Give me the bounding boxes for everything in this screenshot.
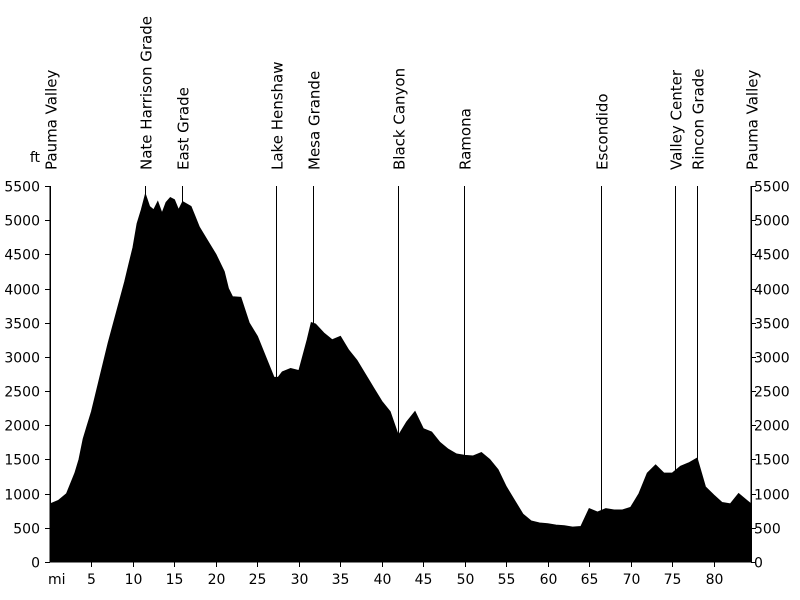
- x-tick-label: 40: [374, 572, 392, 588]
- y-tick-label-right: 2500: [754, 385, 790, 401]
- waypoint-label-5: Black Canyon: [391, 68, 409, 170]
- y-tick-label-right: 0: [754, 556, 763, 572]
- x-tick-label: 50: [457, 572, 475, 588]
- x-tick-label: 25: [249, 572, 267, 588]
- waypoint-label-2: East Grade: [175, 87, 193, 170]
- waypoint-label-0: Pauma Valley: [43, 70, 61, 170]
- axis-layer: ft mi: [30, 150, 752, 588]
- elevation-area: [49, 192, 752, 563]
- y-tick-label-right: 500: [754, 522, 781, 538]
- y-tick-label-right: 1000: [754, 488, 790, 504]
- x-tick-label: 55: [498, 572, 516, 588]
- x-tick-label: 45: [415, 572, 433, 588]
- y-tick-label-left: 5500: [4, 180, 40, 196]
- y-tick-label-right: 4000: [754, 283, 790, 299]
- y-tick-label-left: 2000: [4, 419, 40, 435]
- x-tick-label: 5: [87, 572, 96, 588]
- y-tick-label-left: 500: [13, 522, 40, 538]
- y-tick-label-right: 3000: [754, 351, 790, 367]
- waypoint-label-8: Valley Center: [668, 69, 686, 170]
- y-tick-label-left: 0: [31, 556, 40, 572]
- waypoint-label-1: Nate Harrison Grade: [138, 16, 156, 170]
- waypoint-layer: Pauma Valley Nate Harrison Grade East Grad…: [43, 16, 762, 562]
- x-tick-label: 30: [291, 572, 309, 588]
- y-tick-label-left: 5000: [4, 214, 40, 230]
- y-tick-label-left: 2500: [4, 385, 40, 401]
- y-tick-label-left: 3000: [4, 351, 40, 367]
- x-tick-label: 80: [706, 572, 724, 588]
- y-tick-label-left: 1500: [4, 453, 40, 469]
- y-axis-unit-label: ft: [30, 150, 41, 166]
- y-tick-label-right: 5000: [754, 214, 790, 230]
- y-tick-label-left: 4500: [4, 248, 40, 264]
- waypoint-label-4: Mesa Grande: [306, 71, 324, 170]
- waypoint-label-10: Pauma Valley: [744, 70, 762, 170]
- x-tick-label: 65: [581, 572, 599, 588]
- y-tick-label-left: 4000: [4, 283, 40, 299]
- y-tick-label-left: 1000: [4, 488, 40, 504]
- x-tick-label: 75: [664, 572, 682, 588]
- y-tick-label-left: 3500: [4, 317, 40, 333]
- y-tick-label-right: 1500: [754, 453, 790, 469]
- y-tick-label-right: 4500: [754, 248, 790, 264]
- x-axis-unit-label: mi: [48, 572, 66, 588]
- x-tick-label: 35: [332, 572, 350, 588]
- tick-layer: 0 0 500 500 1000 1000 1500 1500 2000 2000 2500 2500…: [4, 180, 789, 589]
- waypoint-label-6: Ramona: [457, 108, 475, 170]
- x-tick-label: 10: [125, 572, 143, 588]
- x-tick-label: 15: [166, 572, 184, 588]
- y-tick-label-right: 2000: [754, 419, 790, 435]
- waypoint-label-7: Escondido: [594, 93, 612, 170]
- x-tick-label: 60: [540, 572, 558, 588]
- x-tick-label: 20: [208, 572, 226, 588]
- profile-layer: [49, 192, 752, 563]
- x-tick-label: 70: [623, 572, 641, 588]
- waypoint-label-9: Rincon Grade: [690, 68, 708, 170]
- y-tick-label-right: 5500: [754, 180, 790, 196]
- waypoint-label-3: Lake Henshaw: [269, 62, 287, 171]
- y-tick-label-right: 3500: [754, 317, 790, 333]
